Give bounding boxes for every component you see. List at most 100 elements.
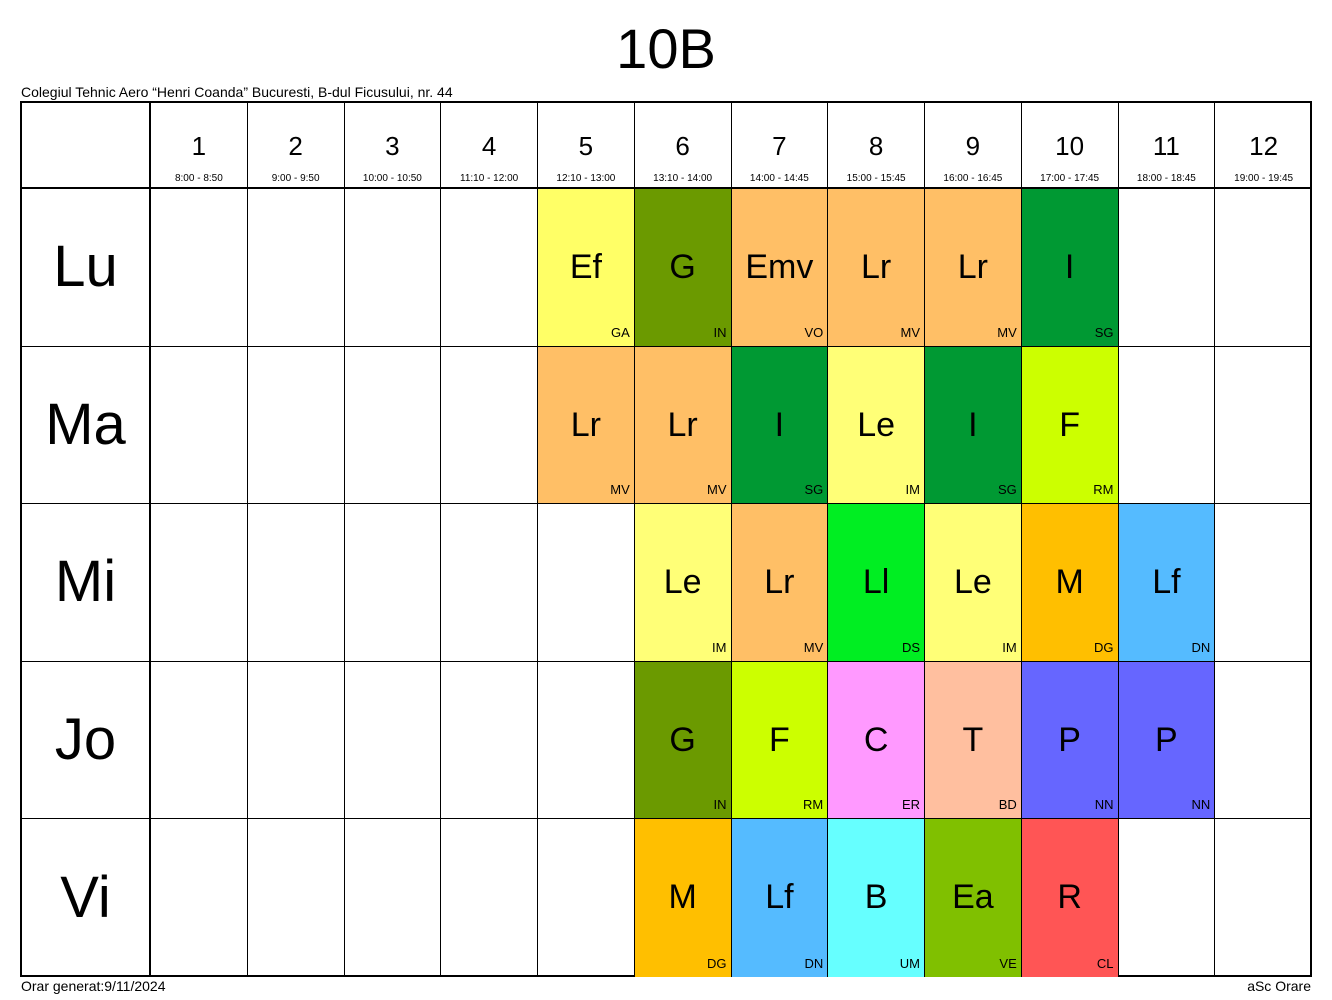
slot-ma-10: F RM: [1021, 346, 1119, 505]
lesson-teacher: VE: [999, 955, 1017, 971]
slot-jo-10: P NN: [1021, 661, 1119, 820]
slot-ma-4: [441, 346, 538, 505]
lesson-block[interactable]: Emv VO: [731, 189, 828, 346]
slot-ma-5: Lr MV: [538, 346, 635, 505]
lesson-block[interactable]: Lr MV: [538, 346, 634, 504]
lesson-subject: T: [962, 720, 984, 759]
period-header-3: 3 10:00 - 10:50: [344, 103, 442, 189]
lesson-block[interactable]: Le IM: [828, 346, 924, 504]
lesson-block[interactable]: T BD: [925, 661, 1021, 819]
lesson-block[interactable]: Lr MV: [828, 189, 924, 346]
lesson-block[interactable]: P NN: [1118, 661, 1215, 819]
day-label: Jo: [54, 707, 117, 773]
lesson-block[interactable]: G IN: [634, 189, 731, 346]
slot-lu-11: [1118, 189, 1216, 347]
lesson-subject: C: [863, 720, 889, 759]
period-number: 5: [578, 131, 594, 161]
lesson-block[interactable]: I SG: [731, 346, 828, 504]
period-time: 11:10 - 12:00: [460, 173, 519, 184]
lesson-subject: Lf: [1152, 563, 1181, 602]
lesson-block[interactable]: Ll DS: [828, 504, 924, 661]
lesson-teacher: BD: [998, 797, 1017, 813]
slot-vi-9: Ea VE: [925, 819, 1022, 977]
lesson-block[interactable]: Lr MV: [925, 189, 1021, 346]
lesson-teacher: IN: [713, 797, 727, 813]
period-number: 4: [481, 131, 497, 161]
lesson-block[interactable]: I SG: [925, 346, 1021, 504]
period-header-5: 5 12:10 - 13:00: [538, 103, 635, 189]
slot-ma-3: [344, 346, 442, 505]
slot-lu-12: [1215, 189, 1312, 347]
slot-jo-5: [538, 661, 635, 820]
lesson-block[interactable]: F RM: [731, 661, 828, 819]
slot-ma-11: [1118, 346, 1216, 505]
slot-mi-12: [1215, 504, 1312, 662]
slot-mi-4: [441, 504, 538, 662]
slot-ma-2: [247, 346, 345, 505]
period-header-6: 6 13:10 - 14:00: [634, 103, 732, 189]
slot-vi-5: [538, 819, 635, 977]
lesson-teacher: MV: [610, 482, 630, 498]
slot-jo-7: F RM: [731, 661, 829, 820]
slot-vi-3: [345, 819, 442, 977]
lesson-block[interactable]: M DG: [634, 819, 731, 977]
lesson-teacher: MV: [707, 482, 727, 498]
period-time: 19:00 - 19:45: [1234, 173, 1294, 184]
lesson-teacher: IM: [905, 482, 920, 498]
period-time: 18:00 - 18:45: [1136, 173, 1196, 184]
slot-mi-1: [151, 504, 248, 662]
lesson-block[interactable]: Lr MV: [634, 346, 731, 504]
day-label: Lu: [53, 234, 118, 300]
lesson-teacher: DS: [901, 639, 920, 655]
lesson-subject: I: [1064, 248, 1075, 286]
lesson-subject: B: [864, 878, 888, 917]
period-time: 8:00 - 8:50: [174, 173, 223, 184]
lesson-block[interactable]: B UM: [828, 819, 924, 977]
lesson-block[interactable]: Ef GA: [538, 189, 634, 346]
lesson-subject: Lf: [765, 878, 794, 917]
lesson-teacher: VO: [804, 324, 824, 340]
lesson-block[interactable]: R CL: [1021, 819, 1118, 977]
lesson-block[interactable]: G IN: [634, 661, 731, 819]
slot-jo-1: [151, 661, 248, 820]
lesson-block[interactable]: P NN: [1021, 661, 1118, 819]
lesson-block[interactable]: M DG: [1021, 504, 1118, 661]
period-number: 8: [868, 131, 884, 161]
lesson-block[interactable]: I SG: [1021, 189, 1118, 346]
lesson-subject: I: [774, 405, 785, 444]
period-time: 17:00 - 17:45: [1040, 173, 1100, 184]
slot-vi-8: B UM: [828, 819, 925, 977]
slot-ma-6: Lr MV: [634, 346, 732, 505]
lesson-block[interactable]: Ea VE: [925, 819, 1021, 977]
slot-lu-5: Ef GA: [538, 189, 635, 347]
lesson-block[interactable]: C ER: [828, 661, 924, 819]
slot-lu-1: [151, 189, 248, 347]
lesson-subject: Ll: [862, 563, 890, 602]
slot-vi-1: [151, 819, 248, 977]
lesson-teacher: CL: [1096, 955, 1114, 971]
lesson-subject: F: [768, 720, 790, 759]
lesson-teacher: RM: [1093, 482, 1114, 498]
lesson-teacher: DG: [1094, 639, 1114, 655]
day-header-jo: Jo: [22, 661, 151, 820]
lesson-block[interactable]: Lr MV: [731, 504, 828, 661]
lesson-block[interactable]: Le IM: [634, 504, 731, 661]
lesson-teacher: MV: [900, 324, 921, 340]
period-time: 16:00 - 16:45: [943, 173, 1003, 184]
lesson-block[interactable]: F RM: [1021, 346, 1118, 504]
lesson-block[interactable]: Le IM: [925, 504, 1021, 661]
generator-credit: aSc Orare: [1247, 978, 1311, 994]
lesson-block[interactable]: Lf DN: [1118, 504, 1215, 661]
corner-cell: [22, 103, 151, 189]
lesson-teacher: RM: [803, 797, 824, 813]
lesson-subject: I: [968, 405, 978, 444]
period-time: 14:00 - 14:45: [749, 173, 809, 184]
lesson-subject: Ea: [952, 878, 994, 917]
period-number: 11: [1152, 131, 1180, 161]
lesson-block[interactable]: Lf DN: [731, 819, 828, 977]
day-header-ma: Ma: [22, 346, 151, 505]
period-number: 3: [385, 131, 400, 161]
day-header-vi: Vi: [22, 819, 151, 977]
slot-mi-7: Lr MV: [731, 504, 829, 662]
lesson-subject: G: [669, 720, 696, 759]
